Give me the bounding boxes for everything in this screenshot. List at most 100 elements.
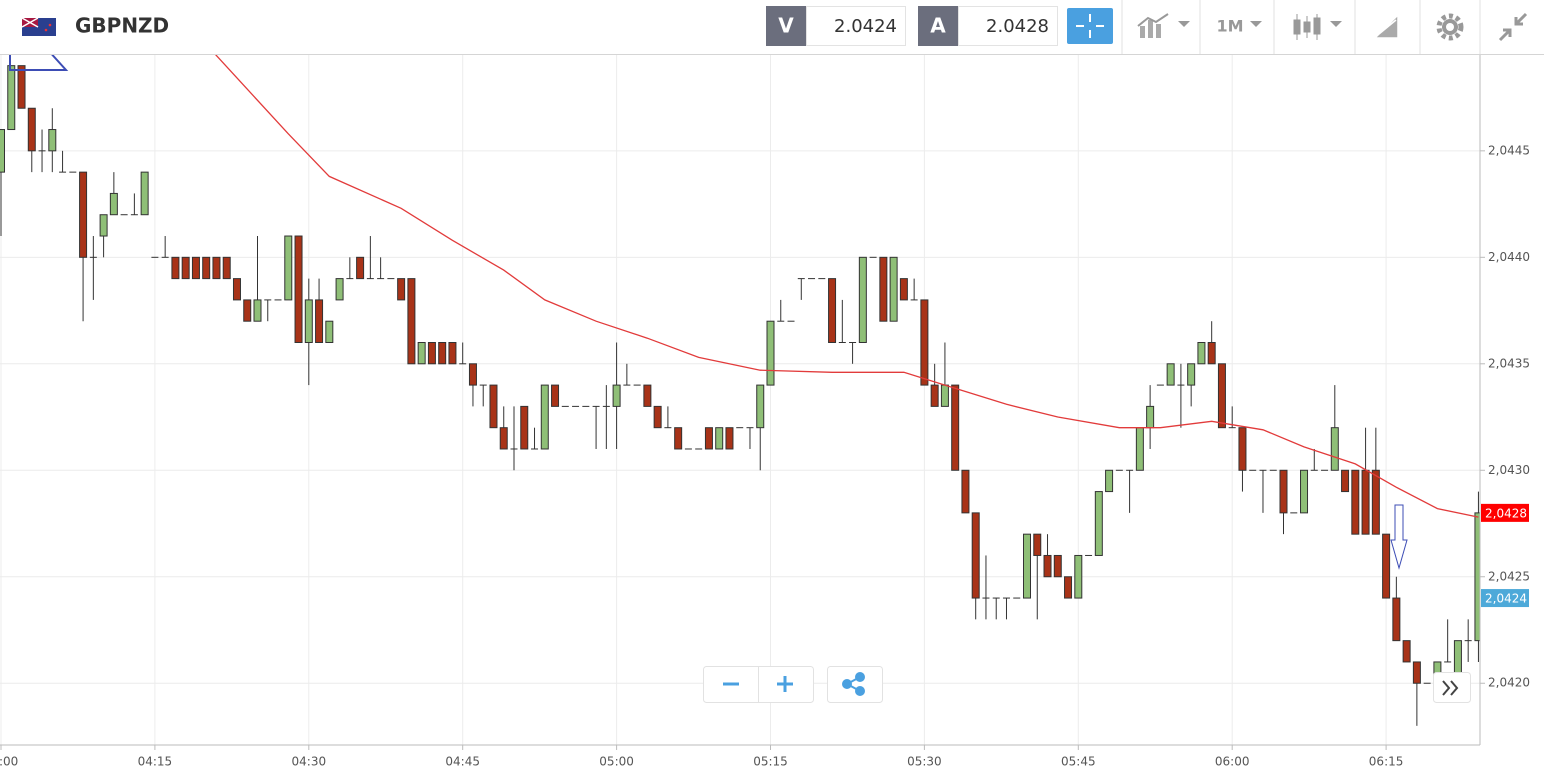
candle-body	[27, 107, 36, 152]
y-tick-label: 2,0440	[1488, 250, 1530, 264]
candle-body	[940, 384, 949, 407]
candle-body	[468, 363, 477, 386]
candle-body	[1321, 469, 1329, 471]
candle-body	[7, 65, 16, 131]
candle-body	[99, 214, 108, 237]
candle-body	[869, 256, 877, 258]
scroll-right-button[interactable]	[1442, 680, 1459, 696]
candle-body	[1300, 469, 1309, 514]
y-tick-label: 2,0430	[1488, 463, 1530, 477]
candle-body	[1412, 661, 1421, 684]
candle-body	[48, 129, 57, 152]
candle-body	[1023, 533, 1031, 599]
candle-body	[510, 448, 518, 450]
candle-body	[243, 299, 252, 322]
candle-body	[746, 427, 754, 429]
candle-body	[858, 256, 867, 344]
zoom-controls	[703, 666, 1471, 703]
candle-body	[633, 384, 641, 386]
chart-type-button[interactable]	[1293, 14, 1342, 40]
candle-body	[1085, 554, 1093, 556]
settings-button[interactable]	[1436, 13, 1464, 41]
ask-button[interactable]	[918, 6, 958, 46]
candle-body	[520, 405, 529, 450]
candle-body	[612, 384, 621, 407]
candle-body	[1166, 363, 1175, 386]
candle-body	[1402, 640, 1411, 663]
x-tick-label: 05:30	[907, 755, 942, 769]
candle-body	[808, 278, 816, 280]
candle-body	[274, 299, 282, 301]
bid-label: V	[778, 14, 794, 38]
candle-body	[346, 278, 354, 280]
candle-body	[828, 278, 837, 344]
candle-body	[253, 299, 262, 322]
candle-body	[1126, 469, 1134, 471]
candle-body	[1197, 342, 1206, 365]
candle-body	[531, 448, 539, 450]
candle-body	[1013, 597, 1021, 599]
indicator-button[interactable]	[1137, 13, 1190, 38]
zoom-in-button[interactable]	[777, 676, 793, 692]
timeframe[interactable]: 1M	[1216, 17, 1243, 36]
candle-body	[417, 342, 426, 365]
price-tag	[1481, 503, 1529, 522]
candle-body	[992, 597, 1000, 599]
candle-body	[849, 342, 857, 343]
candle-body	[551, 384, 560, 407]
drawing-tools-button[interactable]	[1373, 13, 1399, 39]
candle-body	[264, 299, 272, 301]
bid-button[interactable]	[766, 6, 806, 46]
price-tag	[1481, 589, 1529, 608]
x-tick-label: 04:30	[292, 755, 327, 769]
candle-body	[459, 363, 467, 365]
candle-body	[294, 235, 303, 344]
candle-body	[818, 278, 826, 280]
y-tick-label: 2,0425	[1488, 569, 1530, 583]
x-tick-label: 05:15	[753, 755, 788, 769]
candle-body	[1269, 469, 1277, 471]
candle-body	[489, 384, 498, 429]
candle-body	[1249, 469, 1257, 471]
candle-body	[684, 448, 692, 450]
candle-body	[725, 427, 734, 450]
candle-body	[664, 427, 672, 429]
candle-body	[397, 278, 406, 301]
collapse-button[interactable]	[1498, 12, 1528, 42]
x-tick-label: 05:45	[1061, 755, 1096, 769]
flag-icon	[21, 17, 56, 36]
crosshair-button[interactable]	[1067, 8, 1113, 44]
candle-body	[920, 299, 929, 386]
candle-body	[89, 256, 97, 258]
candle-body	[151, 256, 159, 258]
candle-body	[1115, 469, 1123, 471]
toolbar: GBPNZD V 2.0424 A 2.0428 1M	[0, 0, 1544, 55]
candle-body	[674, 427, 683, 450]
y-tick-label: 2,0420	[1488, 676, 1530, 690]
candle-body	[1392, 597, 1401, 642]
candle-body	[1279, 469, 1288, 514]
candle-body	[899, 278, 908, 301]
candle-body	[222, 256, 231, 280]
candle-body	[181, 256, 190, 280]
candle-body	[69, 171, 77, 173]
x-tick-label: 06:15	[1369, 755, 1404, 769]
share-button[interactable]	[842, 672, 865, 696]
arrow-drawing[interactable]	[1390, 504, 1408, 570]
candle-body	[1474, 512, 1480, 642]
candle-body	[879, 256, 888, 322]
candle-body	[387, 278, 395, 280]
candle-body	[1156, 384, 1164, 386]
candle-body	[582, 405, 590, 407]
separators	[1121, 0, 1481, 54]
candle-body	[479, 384, 487, 386]
axes: 2,0420 2,0425 2,0430 2,0435 2,0440 2,0445 04:0…	[0, 143, 1530, 768]
plot-area	[0, 55, 1480, 726]
candle-body	[766, 320, 775, 386]
x-tick-label: 04:00	[0, 755, 18, 769]
candle-body	[191, 256, 200, 280]
candle-body	[1351, 469, 1360, 535]
candle-body	[715, 427, 724, 450]
candle-body	[592, 405, 600, 407]
